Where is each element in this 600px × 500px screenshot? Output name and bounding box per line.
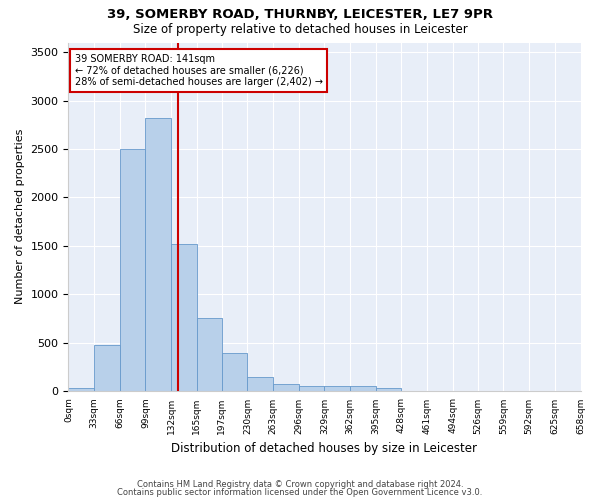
Bar — [94, 344, 120, 391]
Bar — [299, 386, 325, 391]
Text: Size of property relative to detached houses in Leicester: Size of property relative to detached ho… — [133, 22, 467, 36]
Y-axis label: Number of detached properties: Number of detached properties — [15, 129, 25, 304]
Bar — [325, 386, 350, 391]
Bar — [120, 149, 145, 391]
Bar — [171, 244, 197, 391]
Bar — [376, 388, 401, 391]
Bar — [247, 377, 273, 391]
Text: 39 SOMERBY ROAD: 141sqm
← 72% of detached houses are smaller (6,226)
28% of semi: 39 SOMERBY ROAD: 141sqm ← 72% of detache… — [74, 54, 323, 88]
Text: Contains public sector information licensed under the Open Government Licence v3: Contains public sector information licen… — [118, 488, 482, 497]
Text: 39, SOMERBY ROAD, THURNBY, LEICESTER, LE7 9PR: 39, SOMERBY ROAD, THURNBY, LEICESTER, LE… — [107, 8, 493, 20]
Bar — [222, 354, 247, 391]
Bar — [68, 388, 94, 391]
X-axis label: Distribution of detached houses by size in Leicester: Distribution of detached houses by size … — [172, 442, 478, 455]
Bar — [145, 118, 171, 391]
Bar — [350, 386, 376, 391]
Bar — [273, 384, 299, 391]
Text: Contains HM Land Registry data © Crown copyright and database right 2024.: Contains HM Land Registry data © Crown c… — [137, 480, 463, 489]
Bar — [197, 318, 222, 391]
